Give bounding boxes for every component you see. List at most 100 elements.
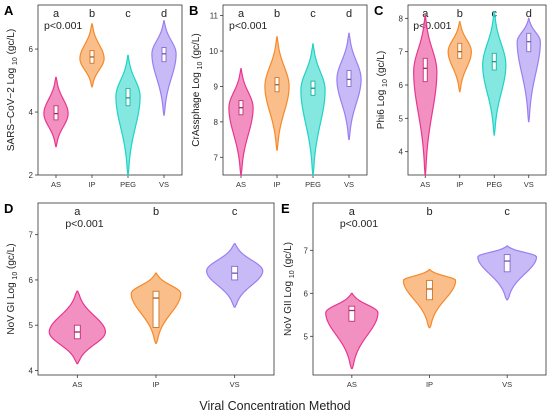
p-value: p<0.001 xyxy=(413,20,451,32)
y-axis-label: Phi6 Log 10 (gc/L) xyxy=(376,51,389,129)
y-tick-label: 4 xyxy=(29,108,34,117)
y-tick-label: 4 xyxy=(399,148,404,157)
box-vs xyxy=(526,32,532,53)
x-tick-label-as: AS xyxy=(236,180,246,189)
y-tick-label: 6 xyxy=(399,81,404,90)
x-tick-label-as: AS xyxy=(51,180,61,189)
x-tick-label-as: AS xyxy=(72,380,82,389)
panel-letter: B xyxy=(189,3,198,18)
group-letter: a xyxy=(422,8,429,20)
panel-d: D 4 5 6 7 NoV GI Log 10 (gc/L) AS IP VS a b c p<0.00… xyxy=(4,201,275,389)
group-letter: b xyxy=(426,206,432,218)
group-letter: b xyxy=(153,206,159,218)
group-letter: c xyxy=(125,8,131,20)
group-letter: b xyxy=(274,8,280,20)
box-ip xyxy=(457,42,463,59)
box-peg xyxy=(125,87,131,107)
y-tick-label: 7 xyxy=(304,246,309,255)
y-axis-label: NoV GII Log 10 (gc/L) xyxy=(283,242,296,336)
y-axis-label: NoV GI Log 10 (gc/L) xyxy=(6,243,19,334)
violin-as xyxy=(325,292,379,370)
group-letter: c xyxy=(232,206,238,218)
x-tick-label-vs: VS xyxy=(344,180,354,189)
y-tick-label: 10 xyxy=(209,47,218,56)
plot-area xyxy=(37,4,183,176)
x-tick-label-ip: IP xyxy=(426,380,433,389)
group-letter: c xyxy=(504,206,510,218)
violin-vs xyxy=(477,245,538,301)
group-letter: b xyxy=(457,8,463,20)
panel-letter: C xyxy=(374,3,384,18)
y-tick-label: 5 xyxy=(399,114,404,123)
violin-peg xyxy=(115,54,141,176)
violin-as xyxy=(228,68,254,176)
box-ip xyxy=(426,279,433,301)
x-tick-label-as: AS xyxy=(420,180,430,189)
y-tick-label: 6 xyxy=(29,276,34,285)
group-letter: d xyxy=(346,8,352,20)
y-tick-label: 7 xyxy=(214,153,219,162)
group-letter: c xyxy=(310,8,316,20)
violin-vs xyxy=(151,20,177,116)
p-value: p<0.001 xyxy=(44,20,82,32)
box-vs xyxy=(503,254,511,273)
x-tick-label-vs: VS xyxy=(524,180,534,189)
box-vs xyxy=(346,70,352,87)
y-tick-label: 7 xyxy=(29,231,34,240)
y-tick-label: 4 xyxy=(29,366,34,375)
panel-b: B 7 8 9 10 11 CrAssphage Log 10 (gc/L) AS IP PEG V… xyxy=(189,3,368,189)
p-value: p<0.001 xyxy=(340,218,378,230)
y-tick-label: 8 xyxy=(214,118,219,127)
y-tick-label: 5 xyxy=(304,332,309,341)
box-vs xyxy=(161,47,167,63)
p-value: p<0.001 xyxy=(65,218,103,230)
x-tick-label-as: AS xyxy=(347,380,357,389)
panel-letter: E xyxy=(281,201,290,216)
x-tick-label-ip: IP xyxy=(88,180,95,189)
group-letter: a xyxy=(238,8,245,20)
violin-as xyxy=(413,14,438,176)
x-tick-label-peg: PEG xyxy=(120,180,136,189)
y-axis-label: SARS−CoV−2 Log 10 (gc/L) xyxy=(6,29,19,151)
box-as xyxy=(422,57,428,83)
x-tick-label-vs: VS xyxy=(502,380,512,389)
box-as xyxy=(348,305,356,322)
violin-peg xyxy=(300,43,326,176)
y-tick-label: 7 xyxy=(399,48,404,57)
y-tick-label: 11 xyxy=(210,12,219,21)
x-tick-label-ip: IP xyxy=(456,180,463,189)
group-letter: a xyxy=(74,206,81,218)
y-tick-label: 5 xyxy=(29,321,34,330)
panel-letter: D xyxy=(4,201,13,216)
y-tick-label: 2 xyxy=(29,171,34,180)
x-tick-label-peg: PEG xyxy=(486,180,502,189)
x-tick-label-ip: IP xyxy=(273,180,280,189)
x-tick-label-vs: VS xyxy=(159,180,169,189)
violin-peg xyxy=(482,11,507,136)
panel-a: A 2 4 6 SARS−CoV−2 Log 10 (gc/L) AS IP PEG VS a b c… xyxy=(4,3,183,189)
x-tick-label-peg: PEG xyxy=(305,180,321,189)
x-tick-label-vs: VS xyxy=(230,380,240,389)
violin-ip xyxy=(264,36,290,151)
box-as xyxy=(53,105,59,121)
y-tick-label: 8 xyxy=(399,14,404,23)
group-letter: d xyxy=(161,8,167,20)
y-tick-label: 6 xyxy=(29,45,34,54)
y-tick-label: 9 xyxy=(214,82,219,91)
y-axis-label: CrAssphage Log 10 (gc/L) xyxy=(191,33,204,146)
x-tick-label-ip: IP xyxy=(152,380,159,389)
y-tick-label: 6 xyxy=(304,289,309,298)
panel-letter: A xyxy=(4,3,14,18)
group-letter: a xyxy=(349,206,356,218)
group-letter: d xyxy=(526,8,532,20)
x-axis-label: Viral Concentration Method xyxy=(199,399,350,413)
box-ip xyxy=(152,290,160,328)
group-letter: a xyxy=(53,8,60,20)
group-letter: b xyxy=(89,8,95,20)
panel-e: E 5 6 7 NoV GII Log 10 (gc/L) AS IP VS a b c p<0.00… xyxy=(281,201,547,389)
p-value: p<0.001 xyxy=(229,20,267,32)
violin-vs xyxy=(516,17,541,123)
